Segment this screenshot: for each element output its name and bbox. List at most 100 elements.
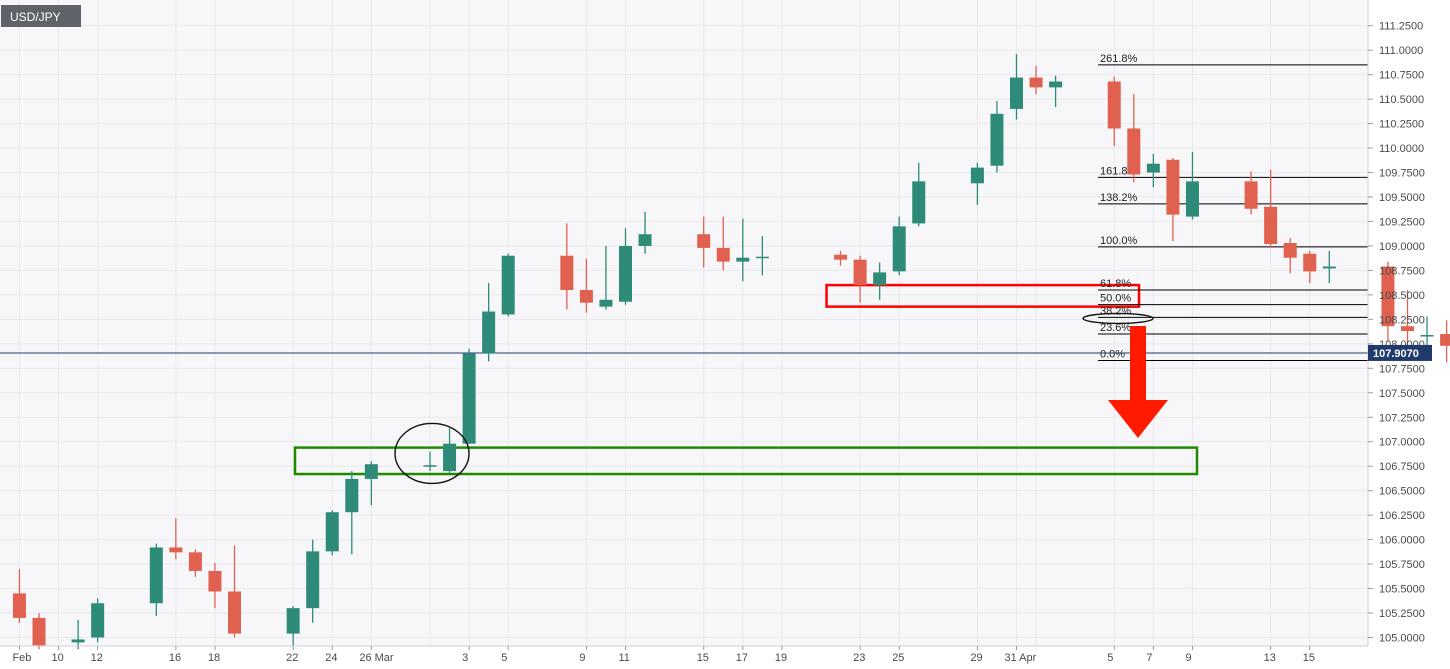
candle-body: [619, 245, 632, 302]
x-tick-label: 15: [697, 652, 709, 664]
candle-body: [286, 608, 300, 634]
candle-body: [423, 465, 437, 467]
candle-bearish: [1381, 261, 1395, 342]
candle-body: [1127, 128, 1141, 175]
y-tick-label: 108.5000: [1379, 290, 1425, 302]
candle-body: [1185, 181, 1199, 217]
candle-bullish: [912, 162, 926, 227]
price-axis[interactable]: 105.0000 105.2500 105.5000 105.7500 106.0000…: [1368, 21, 1425, 645]
y-tick-label: 106.2500: [1379, 510, 1425, 522]
candle-bearish: [697, 216, 711, 268]
candle-body: [71, 639, 85, 643]
candle-bullish: [619, 228, 632, 305]
candle-bullish: [1146, 153, 1160, 188]
y-tick-label: 105.0000: [1379, 633, 1425, 645]
candle-bullish: [1049, 75, 1063, 107]
symbol-label[interactable]: USD/JPY: [1, 5, 81, 27]
candle-bullish: [423, 451, 437, 472]
fib-level-label: 38.2%: [1100, 305, 1131, 317]
x-tick-label: 19: [775, 652, 787, 664]
symbol-label-bg: [1, 5, 81, 27]
candle-body: [638, 234, 652, 246]
candle-body: [1244, 181, 1258, 209]
y-tick-label: 111.2500: [1379, 21, 1423, 33]
candle-body: [912, 181, 926, 224]
y-tick-label: 110.2500: [1379, 119, 1424, 131]
x-tick-label: 13: [1264, 652, 1276, 664]
candle-body: [873, 272, 887, 286]
candle-bearish: [228, 545, 241, 638]
candle-body: [1381, 266, 1395, 327]
candle-body: [462, 353, 476, 444]
candle-body: [990, 113, 1004, 166]
candle-bullish: [462, 348, 476, 444]
candle-body: [12, 593, 26, 618]
y-tick-label: 107.5000: [1379, 388, 1425, 400]
candle-bearish: [188, 549, 202, 577]
x-tick-label: 12: [91, 652, 103, 664]
candle-bearish: [1401, 289, 1414, 348]
candle-body: [306, 551, 320, 609]
candle-body: [599, 299, 613, 307]
x-tick-label: 18: [208, 652, 220, 664]
candle-body: [697, 234, 711, 248]
candle-body: [169, 547, 183, 553]
candle-bullish: [638, 211, 652, 254]
candle-bearish: [12, 568, 26, 623]
candle-bullish: [755, 236, 769, 276]
candle-bullish: [990, 101, 1004, 173]
plot-area: [0, 0, 1368, 646]
candle-bearish: [560, 223, 574, 310]
candle-bearish: [853, 255, 867, 303]
x-tick-label: 7: [1146, 652, 1152, 664]
candle-body: [1166, 159, 1180, 215]
x-tick-label: 11: [619, 652, 630, 664]
candle-body: [1322, 266, 1336, 269]
zones-layer: [293, 283, 1199, 476]
candle-body: [834, 254, 848, 260]
candle-body: [736, 257, 750, 262]
candle-bearish: [208, 563, 222, 609]
candle-body: [1107, 81, 1121, 129]
x-tick-label: 16: [169, 652, 181, 664]
y-tick-label: 110.0000: [1379, 143, 1424, 155]
candle-body: [755, 256, 769, 259]
candle-bullish: [599, 245, 613, 310]
candle-body: [188, 552, 202, 571]
x-tick-label: 5: [501, 652, 507, 664]
y-tick-label: 109.0000: [1379, 241, 1425, 253]
candle-bearish: [579, 258, 593, 313]
time-axis[interactable]: Feb 10 12 16 18 22 24 26 Mar 3 5 9 11 15 17 19 23 25 29 31…: [12, 646, 1315, 664]
y-tick-label: 106.5000: [1379, 486, 1425, 498]
candle-body: [1303, 253, 1317, 272]
x-tick-label: 24: [325, 652, 337, 664]
candle-body: [345, 478, 359, 513]
candle-bullish: [286, 606, 300, 646]
candle-body: [91, 603, 105, 638]
candle-body: [1440, 334, 1450, 346]
y-tick-label: 109.5000: [1379, 192, 1425, 204]
candle-bullish: [873, 262, 887, 300]
x-tick-label: 9: [579, 652, 585, 664]
candle-body: [228, 591, 241, 634]
candle-bullish: [443, 428, 457, 474]
x-tick-label: 9: [1185, 652, 1191, 664]
y-tick-label: 106.0000: [1379, 535, 1425, 547]
candle-bullish: [482, 283, 496, 362]
candle-bullish: [364, 461, 378, 506]
candle-bullish: [306, 539, 320, 623]
y-tick-label: 110.5000: [1379, 94, 1424, 106]
candle-body: [853, 259, 867, 286]
candle-body: [325, 512, 339, 552]
candle-body: [716, 247, 730, 262]
fib-level-label: 61.8%: [1100, 278, 1131, 290]
x-tick-label: 23: [853, 652, 865, 664]
current-price-text: 107.9070: [1373, 348, 1419, 360]
candle-body: [443, 443, 457, 472]
x-tick-label: 29: [970, 652, 982, 664]
candle-body: [970, 167, 984, 184]
candle-bearish: [1440, 320, 1450, 363]
current-price-badge-bg: [1368, 344, 1432, 361]
